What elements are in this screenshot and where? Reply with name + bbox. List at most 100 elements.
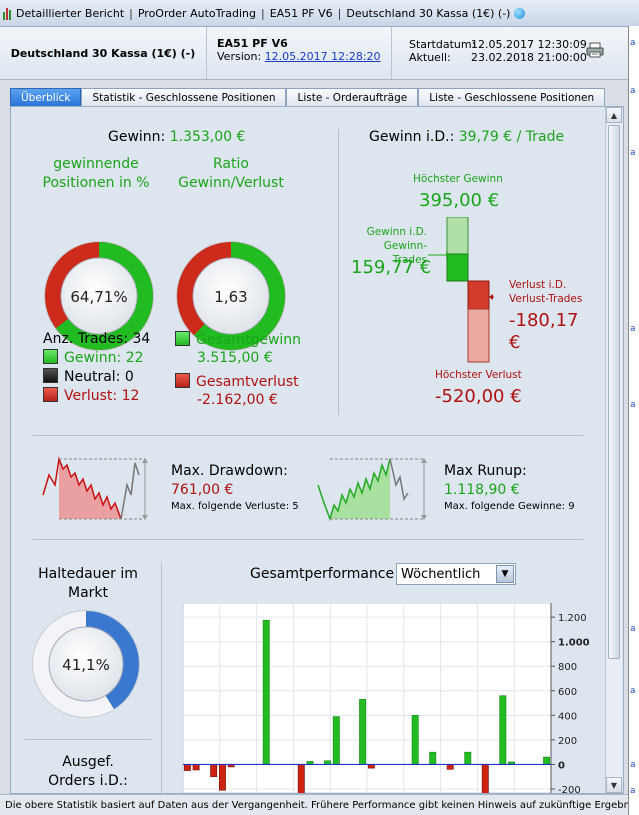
runup-sparkline xyxy=(317,458,427,521)
period-selected-value: Wöchentlich xyxy=(401,566,481,582)
win-percent-donut: 64,71% xyxy=(44,241,154,351)
chart-bar xyxy=(481,764,489,793)
tab-order-list[interactable]: Liste - Orderaufträge xyxy=(286,88,419,106)
runup-label: Max Runup: xyxy=(444,463,527,479)
tab-overview[interactable]: Überblick xyxy=(10,88,82,106)
holding-title: Haltedauer im Markt xyxy=(38,566,138,601)
ratio-value: 1,63 xyxy=(214,288,247,306)
chart-y-tick-label: 0 xyxy=(558,760,565,771)
tab-statistics[interactable]: Statistik - Geschlossene Positionen xyxy=(81,88,287,106)
period-dropdown[interactable]: Wöchentlich ▼ xyxy=(396,563,516,585)
chart-bar xyxy=(183,764,191,771)
max-loss-value: -520,00 € xyxy=(435,386,522,407)
total-loss: Gesamtverlust xyxy=(175,373,299,390)
total-gain: Gesamtgewinn xyxy=(175,331,301,348)
loss-count-label: Verlust: xyxy=(64,388,118,404)
candlestick-icon xyxy=(3,6,13,20)
trades-count: Anz. Trades: 34 xyxy=(43,331,150,347)
scroll-down-icon[interactable]: ▼ xyxy=(606,777,622,793)
win-count-label: Gewinn: xyxy=(64,350,122,366)
win-percent-value: 64,71% xyxy=(70,288,127,306)
scrollbar-thumb[interactable] xyxy=(608,125,620,659)
report-header: Deutschland 30 Kassa (1€) (-) EA51 PF V6… xyxy=(0,27,628,80)
divider xyxy=(25,739,151,740)
version-label: Version: xyxy=(217,50,262,63)
runup-value: 1.118,90 € xyxy=(444,482,520,498)
red-square-icon xyxy=(175,373,190,388)
ratio-title: Ratio Gewinn/Verlust xyxy=(178,156,284,191)
drawdown-sub: Max. folgende Verluste: 5 xyxy=(171,501,299,512)
chart-bar xyxy=(411,715,419,765)
chart-bar xyxy=(429,751,437,765)
total-loss-value: -2.162,00 € xyxy=(197,392,278,408)
green-square-icon xyxy=(175,331,190,346)
breadcrumb-item-autotrading: ProOrder AutoTrading xyxy=(137,6,256,20)
chart-bar xyxy=(262,619,270,765)
separator: | xyxy=(337,6,342,20)
chart-bar xyxy=(218,764,226,791)
avg-gain-value: 39,79 € / Trade xyxy=(458,129,565,145)
instrument-name: Deutschland 30 Kassa (1€) (-) xyxy=(0,27,207,79)
vertical-scrollbar[interactable]: ▲ ▼ xyxy=(605,107,622,793)
max-loss-label: Höchster Verlust xyxy=(435,369,522,381)
chart-bar xyxy=(210,764,218,778)
neutral-count: Neutral: 0 xyxy=(43,368,134,385)
chart-bar xyxy=(499,695,507,765)
separator: | xyxy=(260,6,265,20)
strategy-name: EA51 PF V6 xyxy=(217,37,288,50)
avg-loss-bar xyxy=(467,280,490,310)
breadcrumb-item-instrument: Deutschland 30 Kassa (1€) (-) xyxy=(346,6,511,20)
chart-y-tick-label: 800 xyxy=(558,662,577,673)
divider xyxy=(338,129,339,415)
chevron-down-icon[interactable]: ▼ xyxy=(496,565,514,583)
donut-in-market-arc xyxy=(33,611,139,717)
max-loss-bar xyxy=(467,308,490,363)
chart-bar xyxy=(192,764,200,771)
neutral-count-label: Neutral: xyxy=(64,369,121,385)
avg-loss-label: Verlust i.D. Verlust-Trades xyxy=(509,278,582,306)
divider xyxy=(161,563,162,793)
avg-loss-label-line2: Verlust-Trades xyxy=(509,293,583,305)
total-gain-value: 3.515,00 € xyxy=(197,350,273,366)
window-titlebar: Detaillierter Bericht | ProOrder AutoTra… xyxy=(0,0,639,27)
breadcrumb-item-report: Detaillierter Bericht xyxy=(16,6,125,20)
chart-bar xyxy=(543,756,551,765)
divider xyxy=(33,539,583,540)
chart-y-tick-label: 200 xyxy=(558,736,577,747)
avg-loss-value-line1: -180,17 xyxy=(509,310,579,331)
printer-icon[interactable] xyxy=(586,42,604,58)
holding-donut: 41,1% xyxy=(32,610,140,718)
version-link[interactable]: 12.05.2017 12:28:20 xyxy=(264,50,381,63)
max-gain-value: 395,00 € xyxy=(419,190,500,211)
trades-label: Anz. Trades: xyxy=(43,331,129,347)
total-loss-label: Gesamtverlust xyxy=(196,374,299,390)
ratio-donut: 1,63 xyxy=(176,241,286,351)
chart-bar xyxy=(464,751,472,765)
avg-win-label-line2: Gewinn-Trades xyxy=(383,240,427,266)
scroll-up-icon[interactable]: ▲ xyxy=(606,107,622,123)
chart-bar xyxy=(297,764,305,793)
divider xyxy=(33,435,583,436)
avg-win-bar xyxy=(446,253,469,282)
win-count: Gewinn: 22 xyxy=(43,349,144,366)
info-icon[interactable] xyxy=(514,7,526,19)
max-gain-label: Höchster Gewinn xyxy=(413,173,503,185)
strategy-info: EA51 PF V6 Version: 12.05.2017 12:28:20 xyxy=(207,27,392,79)
chart-y-tick-label: 400 xyxy=(558,711,577,722)
gain-label: Gewinn: xyxy=(108,129,166,145)
avg-loss-value-line2: € xyxy=(509,332,521,353)
gain-value: 1.353,00 € xyxy=(169,129,246,145)
chart-y-tick-label: 1.200 xyxy=(558,613,587,624)
avg-gain-title: Gewinn i.D.: 39,79 € / Trade xyxy=(369,129,564,145)
loss-count-value: 12 xyxy=(121,388,140,404)
green-square-icon xyxy=(43,349,58,364)
red-square-icon xyxy=(43,387,58,402)
tab-closed-positions[interactable]: Liste - Geschlossene Positionen xyxy=(418,88,606,106)
avg-gain-label: Gewinn i.D.: xyxy=(369,129,455,145)
orders-title-line2: Orders i.D.: xyxy=(48,773,128,789)
avg-loss-label-line1: Verlust i.D. xyxy=(509,279,567,291)
max-gain-bar xyxy=(446,217,469,255)
performance-chart: 1.200 1.000 800 600 400 200 0 -200 xyxy=(182,603,590,793)
loss-count: Verlust: 12 xyxy=(43,387,139,404)
